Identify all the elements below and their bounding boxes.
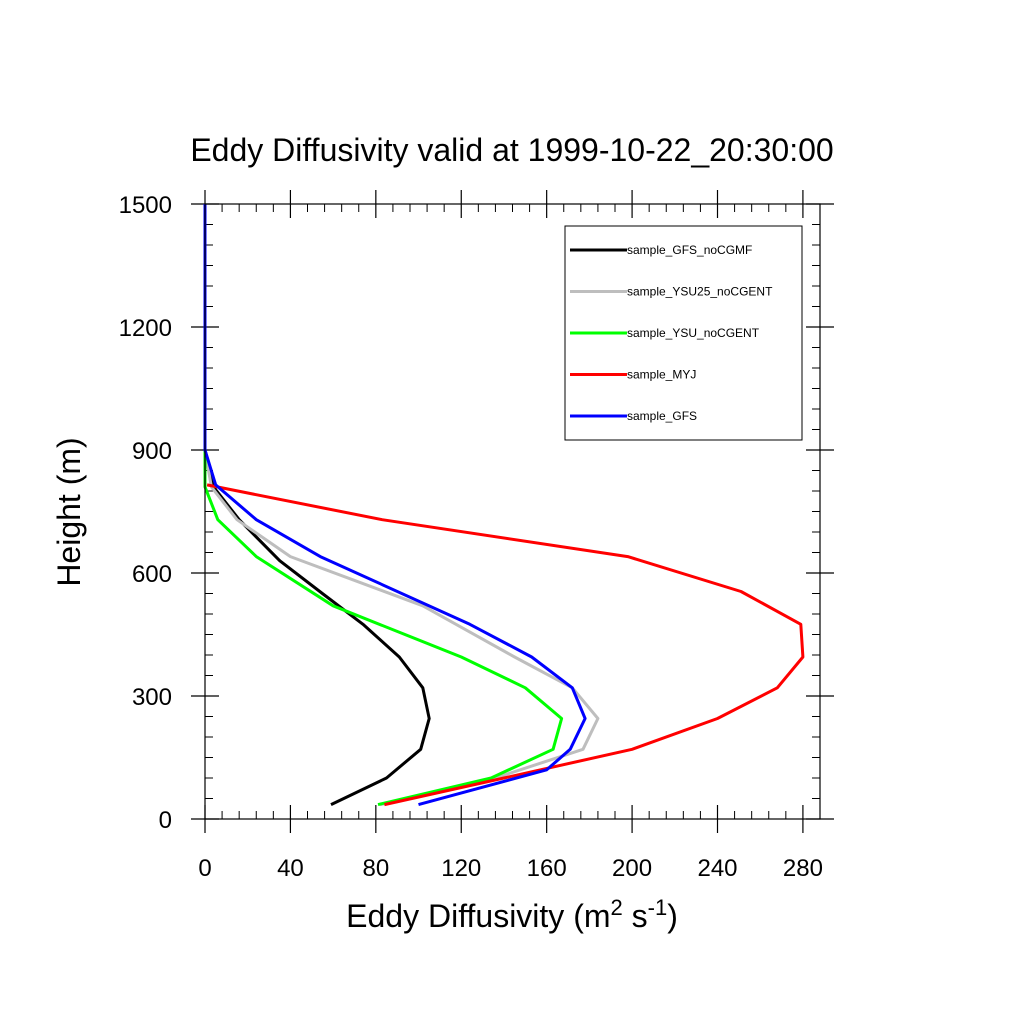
x-tick-label: 280 [783,855,823,882]
legend: sample_GFS_noCGMF sample_YSU25_noCGENTsam… [564,225,803,441]
minor-ticks [205,204,821,819]
x-tick-label: 160 [527,855,567,882]
x-axis-title: Eddy Diffusivity (m2 s-1) [346,895,678,934]
y-tick-label: 1200 [119,315,172,342]
legend-label: sample_YSU_noCGENT [627,326,760,340]
legend-label: sample_GFS_noCGMF [627,243,752,257]
tick-labels: 0 40 80 120 160 200 240 280 0 300 600 900 1200 1500 [119,192,823,882]
x-tick-label: 200 [612,855,652,882]
x-axis-title-main: Eddy Diffusivity (m [346,898,610,934]
chart-title: Eddy Diffusivity valid at 1999-10-22_20:… [190,132,833,168]
x-axis-title-end: ) [667,898,678,934]
x-axis-title-sup1: 2 [611,895,623,920]
series-line-3 [206,483,805,807]
y-tick-label: 600 [132,561,172,588]
series-line-2 [203,204,564,807]
x-tick-label: 40 [277,855,304,882]
series-line-1 [203,204,600,807]
legend-label: sample_GFS [627,409,697,423]
y-tick-label: 0 [159,807,172,834]
series-line-4 [203,204,587,807]
y-tick-label: 1500 [119,192,172,219]
y-tick-label: 300 [132,684,172,711]
plot-frame [204,203,821,820]
x-tick-label: 0 [198,855,211,882]
x-axis-title-sup2: -1 [648,895,668,920]
x-tick-label: 240 [697,855,737,882]
legend-label: sample_YSU25_noCGENT [627,285,773,299]
x-tick-label: 120 [441,855,481,882]
x-tick-label: 80 [362,855,389,882]
legend-label: sample_MYJ [627,368,696,382]
y-axis-title: Height (m) [51,437,87,586]
y-tick-label: 900 [132,438,172,465]
x-axis-title-mid: s [623,898,648,934]
